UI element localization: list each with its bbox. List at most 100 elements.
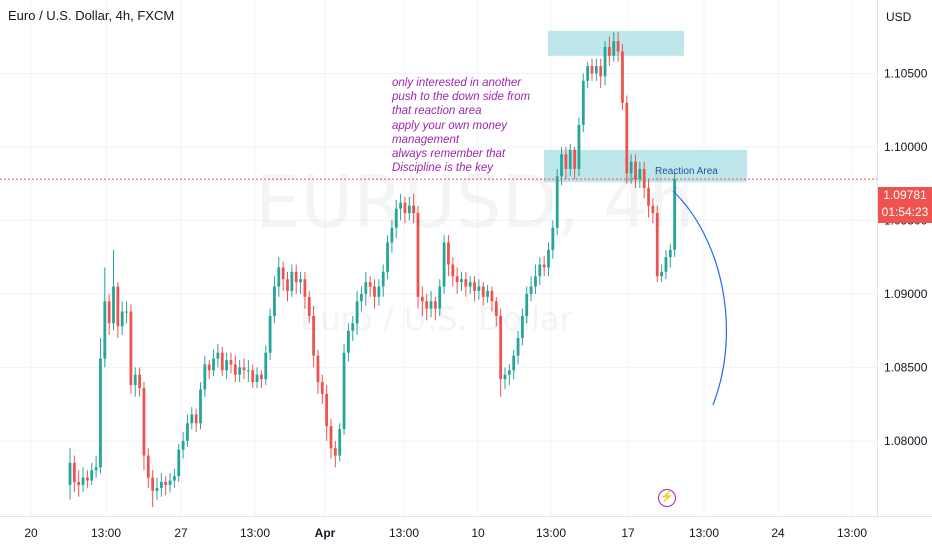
candle-body: [277, 267, 281, 287]
candle-body: [207, 364, 211, 371]
candle-body: [577, 124, 581, 169]
candle-body: [72, 462, 76, 483]
candle-body: [490, 290, 494, 302]
candle-body: [390, 227, 394, 243]
candle-body: [190, 414, 194, 424]
candle-body: [590, 66, 594, 74]
x-tick-label: 27: [174, 526, 188, 540]
candle-body: [125, 311, 128, 313]
x-tick-label: 13:00: [536, 526, 566, 540]
candle-body: [616, 41, 620, 52]
candle-body: [68, 462, 72, 485]
candle-body: [99, 358, 102, 468]
candle-body: [568, 149, 572, 169]
annotation-line: only interested in another: [392, 77, 522, 89]
candle-body: [521, 315, 524, 338]
candle-body: [642, 168, 646, 189]
candle-body: [586, 66, 590, 81]
candle-body: [473, 282, 476, 291]
x-tick-label: 13:00: [689, 526, 719, 540]
candle-body: [173, 476, 176, 481]
candle-body: [199, 389, 202, 424]
candle-body: [394, 208, 398, 228]
candle-body: [581, 80, 585, 125]
annotation-line: that reaction area: [392, 105, 482, 118]
candle-body: [412, 205, 416, 214]
candle-body: [133, 374, 137, 386]
y-tick-label: 1.08000: [884, 434, 928, 448]
candle-body: [146, 455, 150, 478]
candle-body: [229, 360, 233, 365]
candle-body: [307, 296, 311, 316]
x-tick-label: 10: [471, 526, 485, 540]
candle-body: [194, 414, 198, 424]
candle-body: [599, 66, 603, 77]
candle-body: [103, 301, 107, 359]
candle-body: [268, 315, 272, 353]
candle-body: [560, 154, 563, 177]
candle-body: [264, 352, 268, 380]
candle-body: [673, 179, 677, 250]
candle-body: [90, 470, 94, 481]
candle-body: [447, 242, 450, 265]
currency-label: USD: [886, 10, 912, 24]
candle-body: [451, 264, 455, 277]
y-tick-label: 1.09000: [884, 287, 928, 301]
candle-body: [203, 364, 207, 390]
candle-body: [320, 382, 324, 394]
bar-countdown: 01:54:23: [881, 205, 929, 219]
candle-body: [664, 257, 668, 272]
candle-body: [86, 477, 89, 481]
chart-title[interactable]: Euro / U.S. Dollar, 4h, FXCM: [8, 8, 175, 23]
candle-body: [325, 393, 329, 427]
annotation-line: Discipline is the key: [392, 162, 493, 175]
candle-body: [434, 301, 437, 309]
candle-body: [573, 149, 576, 169]
candle-body: [386, 242, 389, 272]
candle-body: [186, 423, 189, 441]
candle-body: [486, 290, 489, 297]
candle-body: [525, 293, 529, 316]
candle-body: [112, 286, 115, 324]
x-tick-label: 13:00: [240, 526, 270, 540]
candle-body: [629, 161, 633, 174]
candle-body: [516, 337, 520, 356]
candle-body: [542, 264, 546, 268]
candle-body: [312, 315, 315, 356]
candle-body: [94, 467, 98, 471]
annotation-line: push to the down side from: [392, 91, 531, 104]
reaction-area-label: Reaction Area: [655, 166, 718, 177]
supply-zone[interactable]: [548, 30, 684, 56]
annotation-line: always remember that: [392, 148, 506, 161]
candle-body: [238, 367, 242, 375]
current-price: 1.09781: [883, 188, 927, 202]
candle-body: [286, 279, 289, 291]
candle-body: [251, 370, 255, 383]
candle-body: [360, 293, 363, 302]
y-tick-label: 1.08500: [884, 360, 928, 374]
candle-body: [512, 355, 516, 371]
annotation-note[interactable]: only interested in another push to the d…: [392, 76, 562, 175]
candle-body: [499, 315, 503, 380]
candle-body: [299, 279, 302, 283]
candle-body: [621, 51, 624, 103]
candle-body: [529, 286, 533, 294]
candle-body: [242, 367, 246, 371]
candle-body: [155, 487, 159, 491]
candle-body: [399, 202, 402, 209]
annotation-line: apply your own money: [392, 119, 508, 132]
candle-body: [534, 276, 537, 287]
candle-body: [216, 352, 220, 359]
candle-body: [151, 477, 155, 491]
x-tick-label: 13:00: [837, 526, 867, 540]
candle-body: [329, 426, 333, 449]
candle-body: [138, 374, 141, 388]
lightning-icon[interactable]: ⚡: [658, 489, 676, 507]
x-tick-label: 24: [771, 526, 785, 540]
candle-body: [373, 286, 376, 297]
candle-body: [220, 352, 224, 371]
candle-body: [660, 271, 663, 277]
x-tick-label: 20: [24, 526, 38, 540]
